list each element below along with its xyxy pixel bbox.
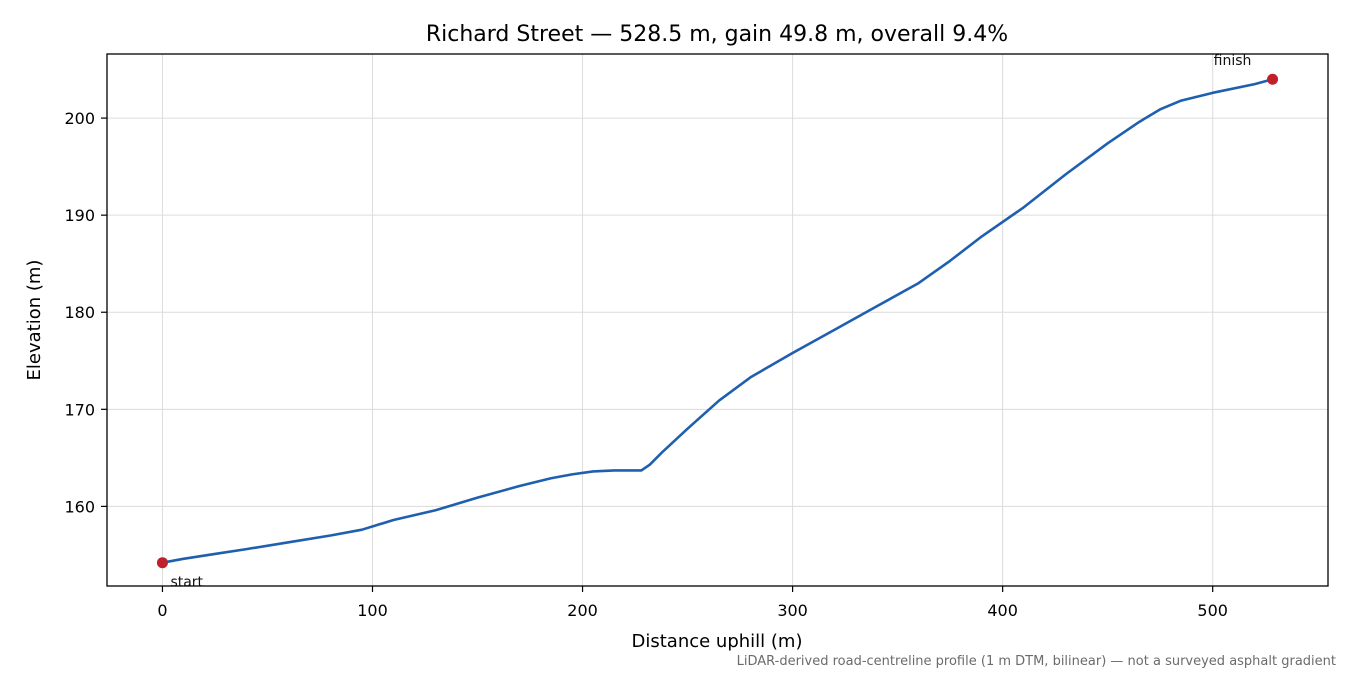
x-tick-label: 400 [987,601,1018,620]
y-tick-label: 160 [64,497,95,516]
footnote: LiDAR-derived road-centreline profile (1… [737,654,1336,669]
x-tick-label: 100 [357,601,388,620]
finish-annotation: finish [1214,53,1252,69]
y-tick-label: 170 [64,400,95,419]
chart-title: Richard Street — 528.5 m, gain 49.8 m, o… [426,22,1008,47]
elevation-profile-line [161,77,1274,564]
y-tick-label: 180 [64,303,95,322]
ticks: 0 100 200 300 400 500 160 170 180 190 200 [64,109,1228,620]
axes-frame [106,53,1329,587]
y-tick-label: 200 [64,109,95,128]
start-point [156,557,168,569]
y-axis-label: Elevation (m) [24,260,45,381]
grid [107,54,1328,586]
start-annotation: start [170,575,203,591]
x-axis-label: Distance uphill (m) [632,631,803,652]
x-tick-label: 0 [157,601,167,620]
x-tick-label: 200 [567,601,598,620]
finish-point [1267,73,1279,85]
y-tick-label: 190 [64,206,95,225]
x-tick-label: 300 [777,601,808,620]
plot-area: start finish [156,53,1279,591]
x-tick-label: 500 [1197,601,1228,620]
